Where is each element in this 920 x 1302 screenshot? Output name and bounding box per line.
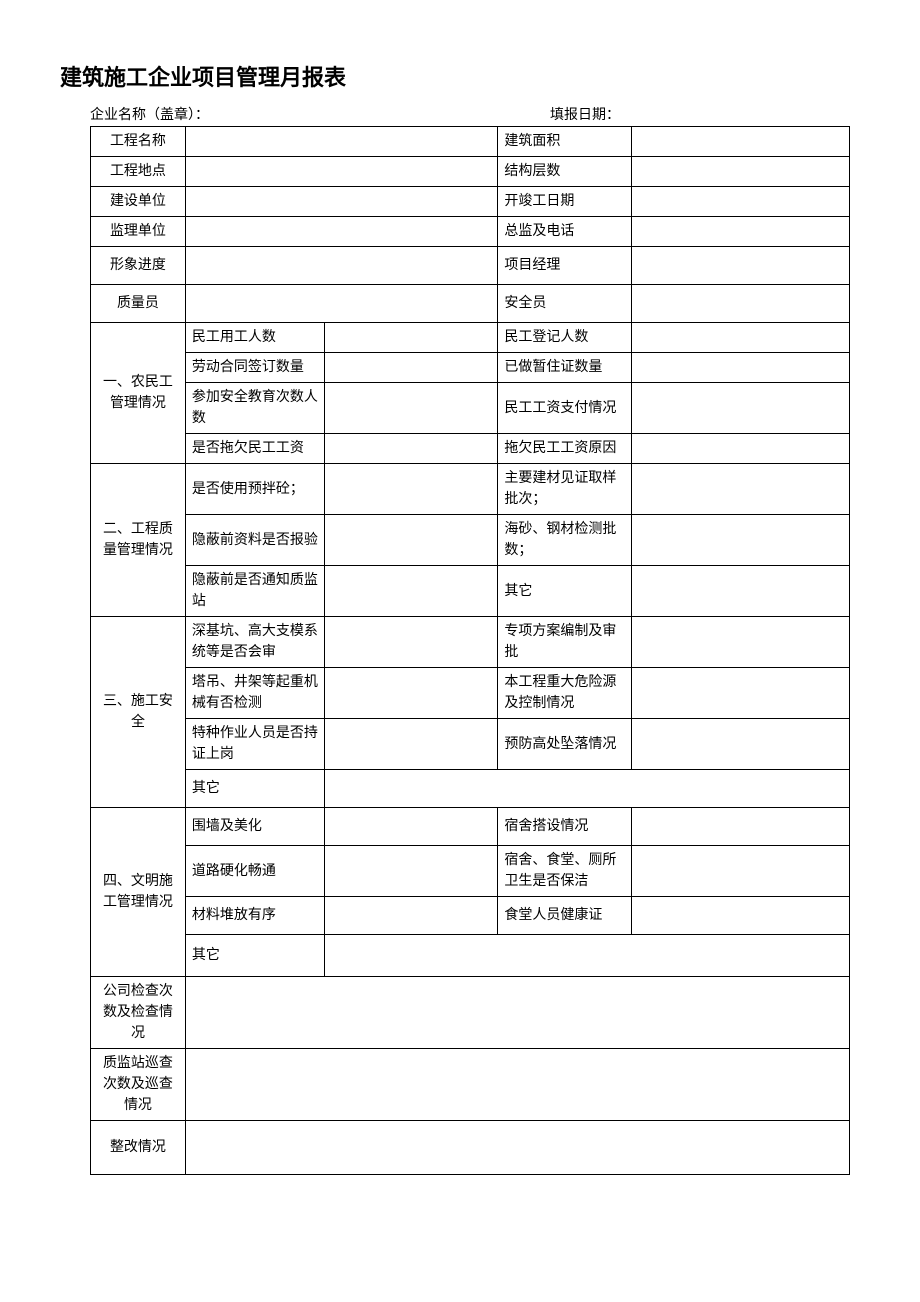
s3-r1a-val — [325, 617, 498, 668]
s1-r2b: 已做暂住证数量 — [498, 353, 632, 383]
label-construction-unit: 建设单位 — [91, 187, 186, 217]
s1-r4b: 拖欠民工工资原因 — [498, 434, 632, 464]
s1-r3a: 参加安全教育次数人数 — [185, 383, 325, 434]
s3-r1b-val — [632, 617, 850, 668]
s1-r2a: 劳动合同签订数量 — [185, 353, 325, 383]
s4-r4a-val — [325, 935, 850, 977]
s2-r3b: 其它 — [498, 566, 632, 617]
report-date-label: 填报日期： — [550, 104, 830, 124]
s3-r2a-val — [325, 668, 498, 719]
label-start-complete-date: 开竣工日期 — [498, 187, 632, 217]
value-rectification — [185, 1121, 849, 1175]
value-start-complete-date — [632, 187, 850, 217]
value-supervision-unit — [185, 217, 498, 247]
section2-title: 二、工程质量管理情况 — [91, 464, 186, 617]
value-image-progress — [185, 247, 498, 285]
section4-title: 四、文明施工管理情况 — [91, 808, 186, 977]
s4-r3b: 食堂人员健康证 — [498, 897, 632, 935]
s4-r1a-val — [325, 808, 498, 846]
s2-r2a-val — [325, 515, 498, 566]
company-name-label: 企业名称（盖章）： — [90, 104, 550, 124]
s1-r2a-val — [325, 353, 498, 383]
s4-r3a: 材料堆放有序 — [185, 897, 325, 935]
s2-r1b-val — [632, 464, 850, 515]
s1-r3b-val — [632, 383, 850, 434]
value-supervisor-phone — [632, 217, 850, 247]
value-company-check — [185, 977, 849, 1049]
section1-title: 一、农民工管理情况 — [91, 323, 186, 464]
s4-r2b-val — [632, 846, 850, 897]
label-project-manager: 项目经理 — [498, 247, 632, 285]
value-project-manager — [632, 247, 850, 285]
value-station-check — [185, 1049, 849, 1121]
s4-r3b-val — [632, 897, 850, 935]
label-quality-officer: 质量员 — [91, 285, 186, 323]
s3-r2b: 本工程重大危险源及控制情况 — [498, 668, 632, 719]
s4-r2b: 宿舍、食堂、厕所卫生是否保洁 — [498, 846, 632, 897]
label-supervision-unit: 监理单位 — [91, 217, 186, 247]
s1-r3b: 民工工资支付情况 — [498, 383, 632, 434]
s3-r1b: 专项方案编制及审批 — [498, 617, 632, 668]
s4-r1a: 围墙及美化 — [185, 808, 325, 846]
s3-r3a-val — [325, 719, 498, 770]
s1-r1a: 民工用工人数 — [185, 323, 325, 353]
label-rectification: 整改情况 — [91, 1121, 186, 1175]
s3-r3b-val — [632, 719, 850, 770]
s3-r3a: 特种作业人员是否持证上岗 — [185, 719, 325, 770]
s1-r1b: 民工登记人数 — [498, 323, 632, 353]
s3-r2a: 塔吊、井架等起重机械有否检测 — [185, 668, 325, 719]
report-table: 工程名称 建筑面积 工程地点 结构层数 建设单位 开竣工日期 监理单位 总监及电… — [90, 126, 850, 1175]
s3-r3b: 预防高处坠落情况 — [498, 719, 632, 770]
value-construction-unit — [185, 187, 498, 217]
value-quality-officer — [185, 285, 498, 323]
s1-r3a-val — [325, 383, 498, 434]
value-building-area — [632, 127, 850, 157]
s2-r1b: 主要建材见证取样批次； — [498, 464, 632, 515]
section3-title: 三、施工安全 — [91, 617, 186, 808]
s4-r4a: 其它 — [185, 935, 325, 977]
label-company-check: 公司检查次数及检查情况 — [91, 977, 186, 1049]
s4-r2a: 道路硬化畅通 — [185, 846, 325, 897]
label-image-progress: 形象进度 — [91, 247, 186, 285]
s3-r4a: 其它 — [185, 770, 325, 808]
page-title: 建筑施工企业项目管理月报表 — [50, 60, 870, 92]
s3-r1a: 深基坑、高大支模系统等是否会审 — [185, 617, 325, 668]
label-project-name: 工程名称 — [91, 127, 186, 157]
label-building-area: 建筑面积 — [498, 127, 632, 157]
s2-r1a-val — [325, 464, 498, 515]
label-station-check: 质监站巡查次数及巡查情况 — [91, 1049, 186, 1121]
s1-r1a-val — [325, 323, 498, 353]
s1-r2b-val — [632, 353, 850, 383]
s2-r2b-val — [632, 515, 850, 566]
s4-r1b: 宿舍搭设情况 — [498, 808, 632, 846]
label-safety-officer: 安全员 — [498, 285, 632, 323]
label-project-location: 工程地点 — [91, 157, 186, 187]
s1-r4b-val — [632, 434, 850, 464]
s1-r1b-val — [632, 323, 850, 353]
value-structure-floors — [632, 157, 850, 187]
value-project-name — [185, 127, 498, 157]
s2-r1a: 是否使用预拌砼； — [185, 464, 325, 515]
s2-r3a: 隐蔽前是否通知质监站 — [185, 566, 325, 617]
s2-r3a-val — [325, 566, 498, 617]
s3-r4a-val — [325, 770, 850, 808]
value-safety-officer — [632, 285, 850, 323]
s4-r3a-val — [325, 897, 498, 935]
s2-r3b-val — [632, 566, 850, 617]
label-supervisor-phone: 总监及电话 — [498, 217, 632, 247]
s2-r2a: 隐蔽前资料是否报验 — [185, 515, 325, 566]
s4-r1b-val — [632, 808, 850, 846]
s3-r2b-val — [632, 668, 850, 719]
value-project-location — [185, 157, 498, 187]
s1-r4a: 是否拖欠民工工资 — [185, 434, 325, 464]
s4-r2a-val — [325, 846, 498, 897]
s1-r4a-val — [325, 434, 498, 464]
s2-r2b: 海砂、钢材检测批数； — [498, 515, 632, 566]
label-structure-floors: 结构层数 — [498, 157, 632, 187]
header-row: 企业名称（盖章）： 填报日期： — [50, 104, 870, 124]
